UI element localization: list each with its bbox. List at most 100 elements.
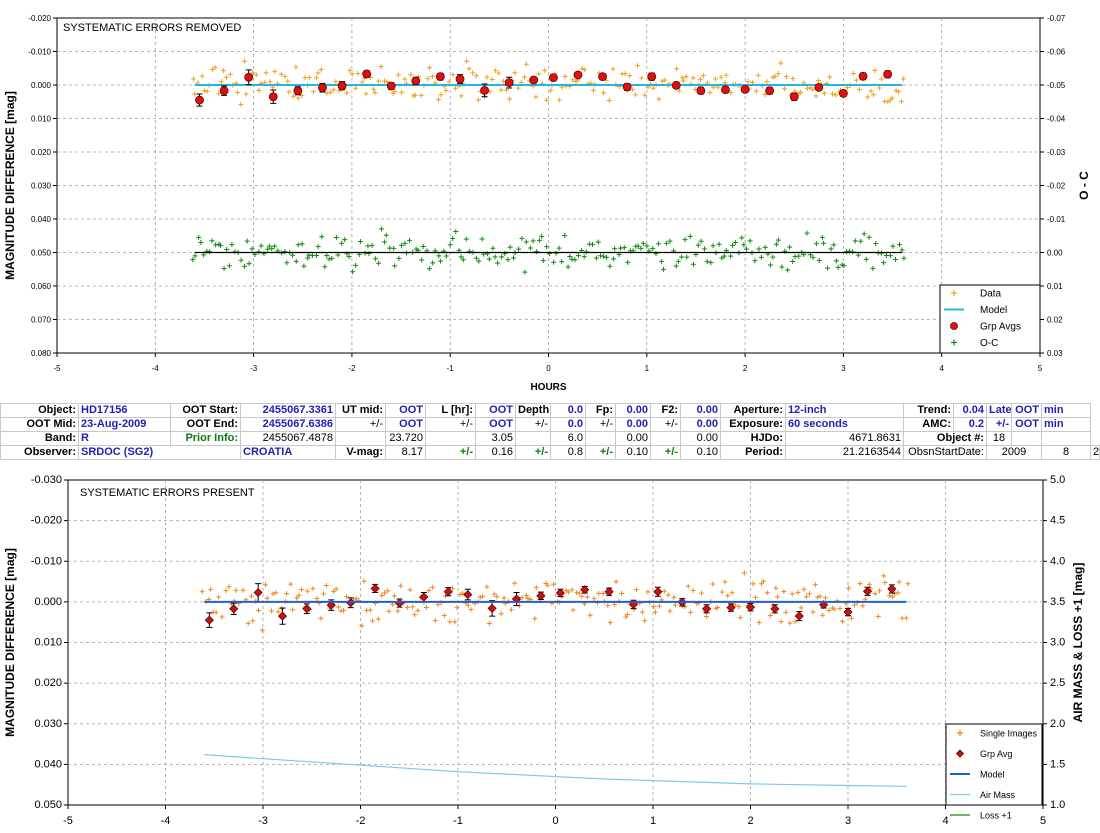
- data-point: [299, 587, 305, 593]
- data-point: [238, 102, 244, 108]
- data-point: [438, 92, 444, 98]
- data-point: [208, 586, 214, 592]
- data-point: [395, 608, 401, 614]
- data-point: [574, 590, 580, 596]
- data-point: [426, 588, 432, 594]
- data-point: [590, 87, 596, 93]
- y-tick-label: 0.000: [34, 596, 62, 608]
- y-tick-label: 0.020: [31, 148, 52, 157]
- y-tick-label: 0.010: [31, 115, 52, 124]
- data-point: [644, 243, 650, 249]
- data-point: [825, 265, 831, 271]
- group-average-point: [195, 95, 204, 105]
- data-point: [407, 587, 413, 593]
- data-point: [856, 86, 862, 92]
- aperture-value: 12-inch: [785, 403, 904, 418]
- data-point: [855, 252, 861, 258]
- data-point: [204, 88, 210, 94]
- data-point: [840, 618, 846, 624]
- data-point: [712, 76, 718, 82]
- data-point: [248, 593, 254, 599]
- data-point: [302, 75, 308, 81]
- group-average-point: [721, 85, 730, 95]
- data-point: [581, 254, 587, 260]
- x-tick-label: 4: [942, 815, 948, 827]
- data-point: [515, 85, 521, 91]
- legend-symbol: [950, 322, 958, 330]
- f2-error: 0.00: [680, 417, 721, 432]
- data-point: [798, 89, 804, 95]
- data-point: [310, 89, 316, 95]
- data-point: [642, 618, 648, 624]
- data-point: [870, 265, 876, 271]
- early-unit: min: [1041, 417, 1091, 432]
- data-point: [623, 614, 629, 620]
- data-point: [610, 66, 616, 72]
- data-point: [572, 257, 578, 263]
- data-point: [673, 263, 679, 269]
- data-point: [539, 233, 545, 239]
- obs-year: 2009: [986, 445, 1042, 460]
- data-point: [683, 74, 689, 80]
- data-point: [382, 590, 388, 596]
- data-point: [656, 603, 662, 609]
- legend-symbol: [951, 339, 957, 346]
- data-point: [357, 239, 363, 245]
- data-point: [736, 604, 742, 610]
- data-point: [872, 591, 878, 597]
- data-point: [282, 73, 288, 79]
- data-point: [837, 605, 843, 611]
- data-point: [246, 261, 252, 267]
- data-point: [587, 612, 593, 618]
- prior-l: 3.05: [475, 431, 516, 446]
- data-point: [775, 71, 781, 77]
- data-point: [556, 97, 562, 103]
- data-point: [266, 243, 272, 249]
- data-point: [290, 252, 296, 258]
- data-point: [534, 249, 540, 255]
- group-average-point: [862, 586, 873, 596]
- legend-box: [939, 284, 1041, 354]
- data-point: [207, 249, 213, 255]
- data-point: [223, 588, 229, 594]
- data-point: [310, 586, 316, 592]
- data-point: [423, 605, 429, 611]
- fp-value: 0.00: [615, 403, 651, 418]
- late-value: OOT: [1011, 403, 1042, 418]
- data-point: [519, 595, 525, 601]
- data-point: [399, 242, 405, 248]
- data-point: [661, 266, 667, 272]
- data-point: [240, 587, 246, 593]
- data-point: [269, 608, 275, 614]
- data-point: [545, 582, 551, 588]
- data-point: [821, 90, 827, 96]
- data-point: [659, 258, 665, 264]
- y-right-tick-label: -0.01: [1047, 215, 1066, 224]
- data-point: [607, 263, 613, 269]
- data-point: [250, 618, 256, 624]
- data-point: [344, 90, 350, 96]
- data-point: [516, 246, 522, 252]
- y-right-tick-label: -0.06: [1047, 48, 1066, 57]
- data-point: [420, 243, 426, 249]
- data-point: [815, 594, 821, 600]
- fp-prior-error: 0.10: [615, 445, 651, 460]
- hjdo-value: 4671.8631: [785, 431, 904, 446]
- y-right-tick-label: 1.0: [1050, 799, 1065, 811]
- data-point: [635, 63, 641, 69]
- group-average-point: [883, 69, 893, 79]
- oot-start-label: OOT Start:: [170, 403, 241, 418]
- oot-mid-value: 23-Aug-2009: [78, 417, 171, 432]
- x-tick-label: 2: [747, 815, 753, 827]
- data-point: [288, 581, 294, 587]
- y-right-tick-label: 0.01: [1047, 282, 1063, 291]
- data-point: [382, 78, 388, 84]
- object-label: Object:: [0, 403, 79, 418]
- data-point: [489, 76, 495, 82]
- group-average-point: [671, 80, 681, 90]
- data-point: [732, 602, 738, 608]
- data-point: [264, 595, 270, 601]
- data-point: [861, 231, 867, 237]
- data-point: [256, 607, 262, 613]
- data-point: [630, 87, 636, 93]
